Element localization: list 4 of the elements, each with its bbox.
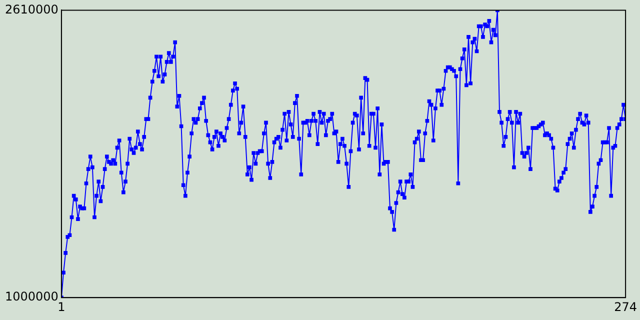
x-tick-label: 1 bbox=[58, 300, 66, 314]
y-tick-label: 1000000 bbox=[4, 290, 58, 304]
x-tick-label: 274 bbox=[614, 300, 637, 314]
y-tick-label: 2610000 bbox=[4, 2, 58, 16]
